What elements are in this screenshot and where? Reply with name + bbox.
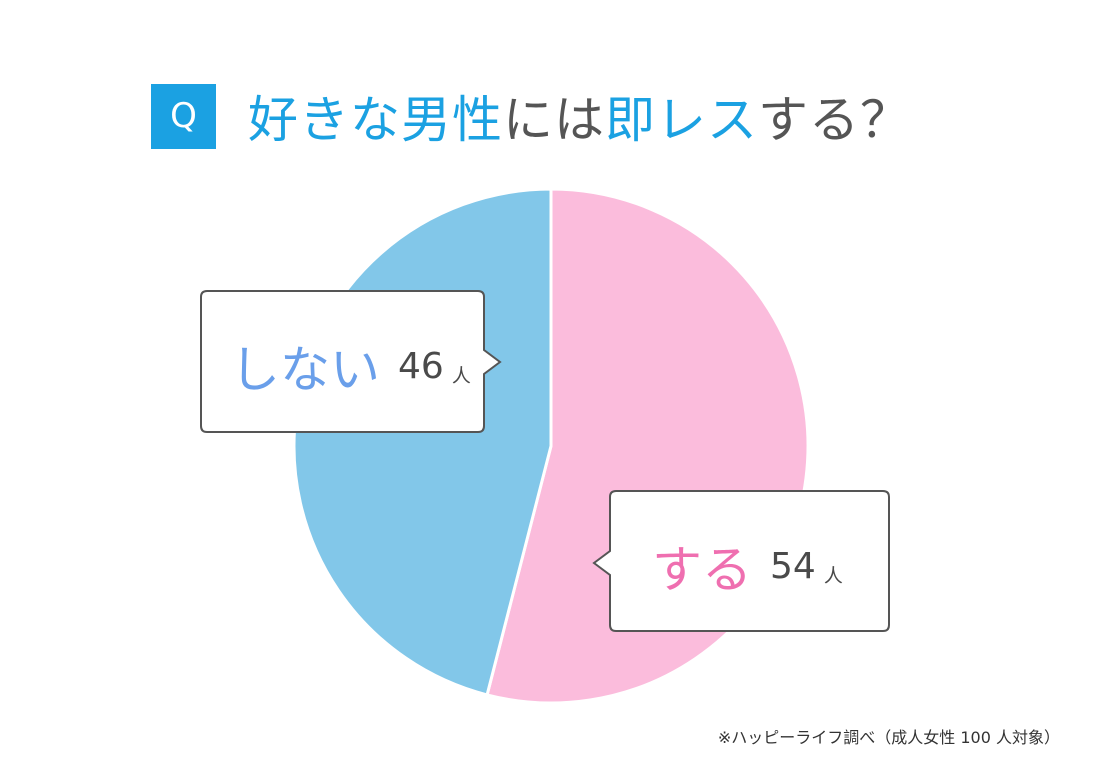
title-plain-1: には: [503, 91, 605, 149]
chart-title: Q 好きな男性には即レスする？: [151, 82, 911, 150]
slice-value-no: 46: [398, 345, 444, 387]
title-highlight-2: 即レス: [605, 91, 758, 149]
slice-unit-yes: 人: [823, 564, 843, 587]
callout-box-yes: [592, 490, 890, 632]
slice-label-no: しない: [230, 341, 380, 399]
title-text: 好きな男性には即レスする？: [248, 80, 911, 152]
callout-label-yes: する 54 人: [652, 530, 843, 602]
source-note: ※ハッピーライフ調べ（成人女性 100 人対象）: [717, 728, 1060, 747]
title-highlight-1: 好きな男性: [248, 91, 503, 149]
title-plain-2: する？: [758, 91, 911, 149]
slice-value-yes: 54: [770, 545, 816, 587]
callout-box-no: [200, 290, 502, 433]
question-badge: Q: [151, 83, 216, 149]
slice-label-yes: する: [652, 541, 752, 599]
callout-label-no: しない 46 人: [230, 330, 471, 402]
slice-unit-no: 人: [451, 364, 471, 387]
